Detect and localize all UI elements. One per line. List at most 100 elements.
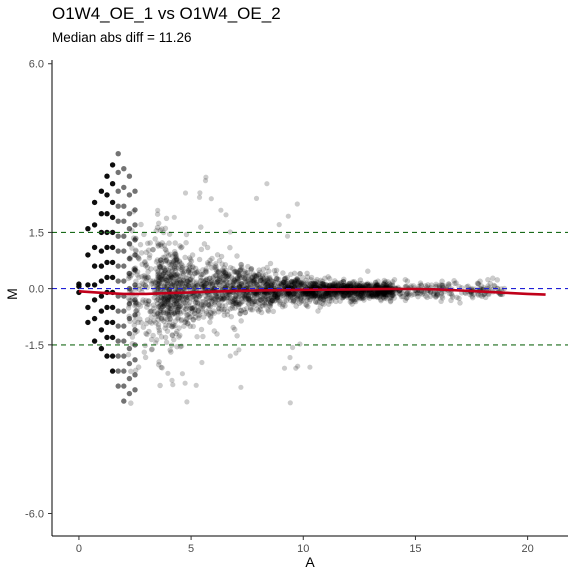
gene-point [208, 314, 214, 321]
gene-point [236, 281, 243, 288]
gene-point [363, 281, 370, 288]
gene-point [203, 296, 209, 303]
gene-point [243, 269, 249, 276]
gene-point [230, 265, 236, 272]
gene-point [340, 293, 346, 299]
gene-point [386, 281, 393, 287]
gene-point [306, 282, 312, 288]
gene-point [281, 279, 287, 285]
gene-point [156, 277, 163, 284]
gene-point [238, 261, 245, 268]
gene-point [329, 293, 336, 300]
gene-point [239, 274, 245, 281]
gene-point [272, 297, 279, 304]
gene-point [326, 291, 333, 298]
low-count-point [132, 267, 138, 273]
gene-point [357, 277, 364, 283]
gene-point [195, 268, 201, 275]
gene-point [234, 278, 241, 285]
gene-point [216, 281, 223, 288]
x-tick-label: 10 [297, 543, 309, 555]
gene-point [274, 294, 281, 300]
gene-point [149, 246, 156, 253]
low-count-point [121, 203, 127, 209]
gene-point [328, 291, 334, 298]
gene-point [246, 295, 252, 302]
gene-point [208, 265, 215, 271]
gene-point [143, 304, 150, 311]
gene-point [204, 276, 210, 283]
gene-point [155, 310, 161, 317]
gene-point [158, 280, 165, 287]
gene-point [136, 274, 142, 281]
gene-point [135, 364, 142, 370]
gene-point [307, 291, 314, 297]
gene-point [141, 231, 147, 238]
low-count-point [132, 357, 138, 363]
gene-point [434, 291, 441, 297]
gene-point [234, 269, 241, 276]
gene-point [246, 272, 253, 279]
gene-point [160, 271, 167, 277]
gene-point [424, 294, 430, 301]
gene-point [150, 278, 156, 285]
gene-point [345, 291, 352, 298]
gene-point [295, 293, 301, 300]
gene-point [350, 280, 356, 287]
gene-point [177, 278, 184, 285]
gene-point [347, 281, 354, 288]
gene-point [291, 280, 298, 286]
gene-point [176, 334, 182, 340]
gene-point [189, 267, 195, 274]
gene-point [241, 279, 248, 286]
gene-point [254, 306, 261, 312]
gene-point [297, 282, 304, 289]
gene-point [158, 260, 165, 266]
gene-point [238, 308, 245, 314]
gene-point [187, 269, 194, 276]
x-tick-label: 20 [521, 543, 533, 555]
gene-point [143, 277, 149, 284]
gene-point [257, 304, 264, 310]
gene-point [170, 321, 176, 328]
gene-point [347, 291, 353, 298]
gene-point [155, 271, 162, 277]
gene-point [403, 290, 410, 297]
gene-point [364, 281, 371, 288]
gene-point [141, 349, 148, 356]
gene-point [223, 272, 230, 278]
gene-point [222, 303, 229, 309]
gene-point [364, 291, 370, 298]
gene-point [202, 267, 209, 274]
gene-point [249, 277, 255, 283]
gene-point [357, 292, 364, 299]
gene-point [374, 294, 381, 301]
gene-point [210, 296, 217, 303]
gene-point [250, 278, 257, 284]
gene-point [311, 293, 318, 300]
gene-point [236, 283, 243, 290]
gene-point [381, 291, 388, 297]
gene-point [298, 280, 305, 287]
gene-point [214, 278, 221, 285]
gene-point [287, 354, 293, 361]
gene-point [213, 264, 219, 271]
gene-point [265, 308, 272, 314]
gene-point [272, 279, 279, 286]
gene-point [441, 282, 448, 289]
gene-point [182, 280, 189, 286]
gene-point [268, 300, 274, 307]
gene-point [315, 292, 322, 299]
low-count-point [91, 338, 98, 344]
gene-point [207, 295, 214, 302]
gene-point [381, 295, 387, 302]
gene-point [236, 283, 243, 290]
gene-point [430, 290, 437, 297]
gene-point [229, 282, 236, 289]
gene-point [326, 282, 333, 289]
gene-point [202, 278, 209, 284]
gene-point [292, 278, 299, 284]
gene-point [215, 296, 222, 303]
gene-point [167, 275, 174, 282]
gene-point [165, 307, 171, 314]
